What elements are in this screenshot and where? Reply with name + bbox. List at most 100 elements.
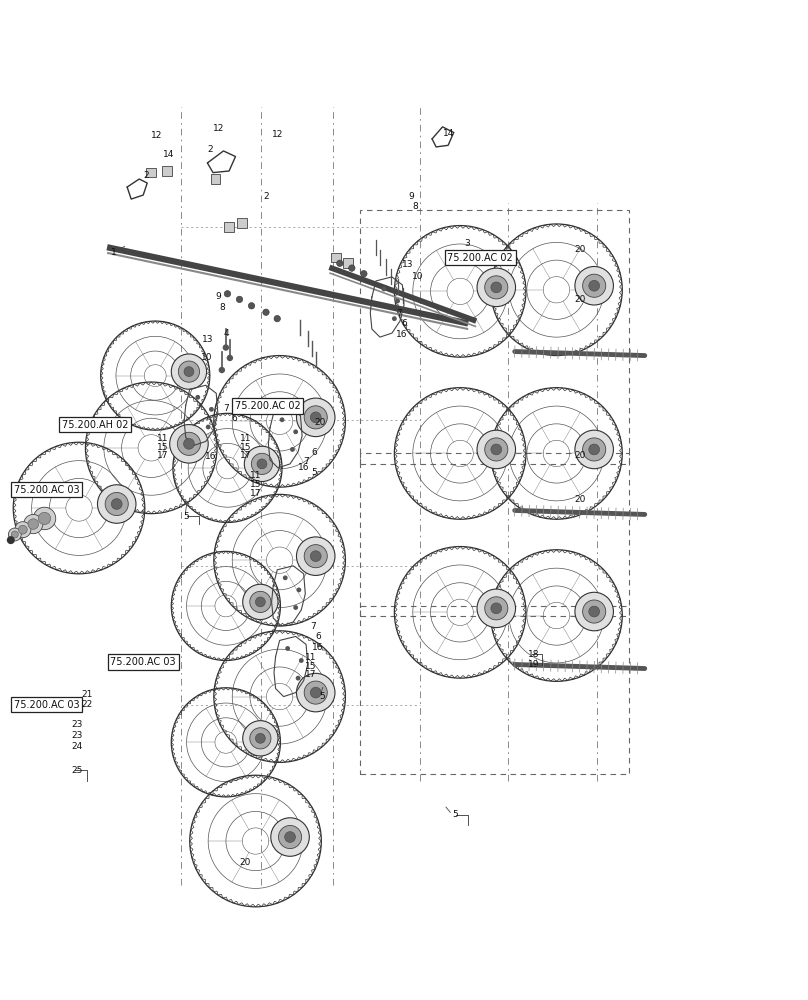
Text: 75.200.AC 03: 75.200.AC 03 <box>14 700 80 710</box>
Text: 19: 19 <box>528 660 540 669</box>
Circle shape <box>381 287 386 291</box>
Text: 20: 20 <box>574 245 586 254</box>
Circle shape <box>209 407 214 412</box>
FancyBboxPatch shape <box>331 253 341 262</box>
Circle shape <box>491 444 502 455</box>
Circle shape <box>179 361 200 382</box>
Text: 6: 6 <box>231 414 238 423</box>
Circle shape <box>310 551 321 562</box>
Text: 6: 6 <box>316 632 322 641</box>
Text: 14: 14 <box>163 150 175 159</box>
Circle shape <box>38 512 51 525</box>
Circle shape <box>170 425 208 463</box>
Circle shape <box>477 589 516 628</box>
Text: 11: 11 <box>157 434 168 443</box>
Text: 75.200.AH 02: 75.200.AH 02 <box>61 420 128 430</box>
Text: 17: 17 <box>250 489 262 498</box>
FancyBboxPatch shape <box>237 218 246 228</box>
Text: 5: 5 <box>320 692 326 701</box>
Circle shape <box>219 367 225 373</box>
Text: 2: 2 <box>208 145 213 154</box>
Text: 75.200.AC 02: 75.200.AC 02 <box>448 253 513 263</box>
Circle shape <box>297 587 301 592</box>
Text: 17: 17 <box>305 670 316 679</box>
Circle shape <box>575 592 613 631</box>
Circle shape <box>279 825 301 849</box>
Text: 13: 13 <box>402 260 413 269</box>
Text: 6: 6 <box>312 448 318 457</box>
Circle shape <box>263 309 269 315</box>
Circle shape <box>304 681 327 704</box>
Circle shape <box>583 600 606 623</box>
Circle shape <box>293 429 298 434</box>
Text: 16: 16 <box>312 643 323 652</box>
Circle shape <box>575 430 613 469</box>
Circle shape <box>19 525 27 534</box>
Text: 21: 21 <box>82 690 93 699</box>
Text: 23: 23 <box>71 731 82 740</box>
Circle shape <box>284 832 296 842</box>
Circle shape <box>392 316 397 321</box>
Circle shape <box>271 818 309 856</box>
Circle shape <box>477 268 516 307</box>
Text: 1: 1 <box>112 248 117 257</box>
Text: 75.200.AC 03: 75.200.AC 03 <box>111 657 176 667</box>
Text: 4: 4 <box>224 329 229 338</box>
Circle shape <box>251 453 272 474</box>
Text: 12: 12 <box>213 124 225 133</box>
Circle shape <box>477 430 516 469</box>
Circle shape <box>485 438 508 461</box>
Text: 5: 5 <box>183 512 189 521</box>
Circle shape <box>236 296 242 303</box>
Circle shape <box>310 412 321 423</box>
Circle shape <box>250 728 271 749</box>
Circle shape <box>184 367 194 377</box>
Text: 16: 16 <box>205 452 217 461</box>
Circle shape <box>274 315 280 322</box>
Circle shape <box>11 531 19 538</box>
Circle shape <box>299 658 304 663</box>
Circle shape <box>112 499 122 509</box>
Circle shape <box>395 299 400 303</box>
Circle shape <box>223 344 229 351</box>
Circle shape <box>225 291 230 297</box>
Circle shape <box>6 536 15 544</box>
Text: 6: 6 <box>402 319 407 328</box>
Circle shape <box>297 673 335 712</box>
Text: 15: 15 <box>250 480 262 489</box>
Circle shape <box>491 603 502 614</box>
Circle shape <box>248 303 255 309</box>
Circle shape <box>296 676 301 681</box>
Text: 9: 9 <box>408 192 414 201</box>
Circle shape <box>285 646 290 651</box>
Circle shape <box>297 398 335 437</box>
Circle shape <box>250 591 271 613</box>
Text: 23: 23 <box>71 720 82 729</box>
Circle shape <box>337 260 343 266</box>
Text: 12: 12 <box>151 131 162 140</box>
Text: 75.200.AC 03: 75.200.AC 03 <box>14 485 80 495</box>
Circle shape <box>183 438 195 449</box>
Text: 16: 16 <box>396 330 407 339</box>
Circle shape <box>293 605 298 610</box>
Text: 12: 12 <box>271 130 283 139</box>
Text: 20: 20 <box>314 418 326 427</box>
Circle shape <box>33 507 56 530</box>
Circle shape <box>257 459 267 469</box>
Text: 20: 20 <box>239 858 250 867</box>
Circle shape <box>583 438 606 461</box>
Circle shape <box>242 721 278 756</box>
Circle shape <box>348 265 355 271</box>
FancyBboxPatch shape <box>343 258 352 268</box>
Circle shape <box>244 446 280 482</box>
Circle shape <box>255 597 265 607</box>
Text: 17: 17 <box>157 451 168 460</box>
Circle shape <box>255 733 265 743</box>
Text: 11: 11 <box>250 471 262 480</box>
Text: 10: 10 <box>201 353 213 362</box>
FancyBboxPatch shape <box>146 168 156 177</box>
Text: 25: 25 <box>71 766 82 775</box>
Circle shape <box>280 417 284 422</box>
Text: 7: 7 <box>310 622 316 631</box>
Circle shape <box>310 687 321 698</box>
